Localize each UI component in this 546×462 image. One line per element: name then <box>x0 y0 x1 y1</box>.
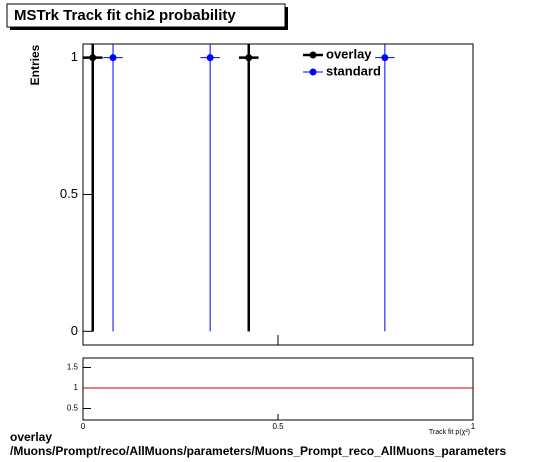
legend-label: overlay <box>326 46 372 61</box>
footer-line: /Muons/Prompt/reco/AllMuons/parameters/M… <box>10 444 506 458</box>
x-tick-label: 1 <box>471 422 476 431</box>
y-axis-label: Entries <box>28 44 42 85</box>
main-frame <box>82 43 474 346</box>
point <box>89 54 97 62</box>
legend-marker <box>309 68 317 76</box>
x-tick-label: 0 <box>81 422 86 431</box>
y-tick-label: 1.5 <box>67 363 79 372</box>
y-tick-label: 0.5 <box>67 404 79 413</box>
y-tick-label: 0.5 <box>60 186 78 201</box>
y-tick-label: 1 <box>71 49 78 64</box>
legend-marker <box>309 51 317 59</box>
legend-label: standard <box>326 63 381 78</box>
point <box>109 54 117 62</box>
x-tick-label: 0.5 <box>272 422 284 431</box>
point <box>381 54 389 62</box>
x-axis-label: Track fit p(χ²) <box>429 429 470 436</box>
y-tick-label: 1 <box>74 383 79 392</box>
footer-line: overlay <box>10 430 52 444</box>
y-tick-label: 0 <box>71 323 78 338</box>
chart-title: MSTrk Track fit chi2 probability <box>14 7 236 24</box>
title-box <box>6 3 286 28</box>
point <box>206 54 214 62</box>
ratio-frame <box>82 357 474 421</box>
point <box>245 54 253 62</box>
